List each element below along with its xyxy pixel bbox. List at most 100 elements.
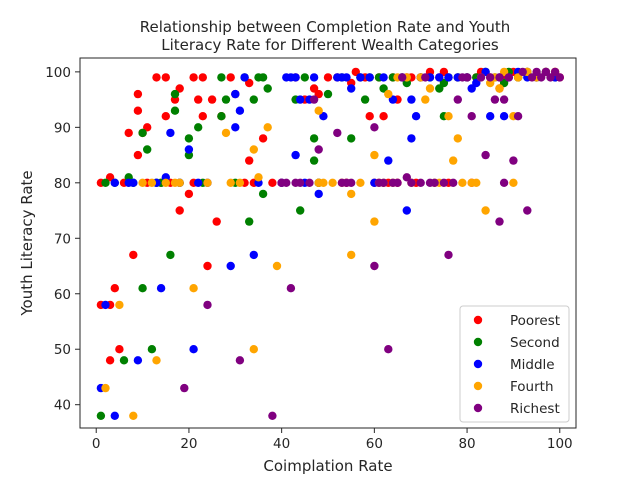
data-point-middle-19 <box>235 106 245 115</box>
legend-box <box>459 305 570 423</box>
data-point-poorest-28 <box>198 112 207 121</box>
data-point-richest-30 <box>439 178 449 187</box>
data-point-richest-38 <box>481 150 490 160</box>
data-point-middle-10 <box>166 128 175 138</box>
chart-title-line1: Relationship between Completion Rate and… <box>140 18 511 36</box>
data-point-poorest-9 <box>129 250 138 260</box>
data-point-middle-51 <box>435 73 444 82</box>
data-point-middle-8 <box>156 284 166 293</box>
data-point-second-18 <box>194 123 203 132</box>
data-point-poorest-52 <box>351 67 360 77</box>
data-point-poorest-23 <box>175 206 184 215</box>
data-point-richest-36 <box>467 112 476 121</box>
data-point-middle-45 <box>402 206 411 215</box>
data-point-middle-12 <box>184 145 194 154</box>
data-point-middle-16 <box>226 261 235 271</box>
data-point-poorest-12 <box>133 89 143 99</box>
chart-title-line2: Literacy Rate for Different Wealth Categ… <box>161 36 499 54</box>
data-point-poorest-29 <box>198 73 207 82</box>
data-point-poorest-10 <box>133 150 143 160</box>
data-point-richest-53 <box>541 67 551 77</box>
data-point-second-14 <box>170 106 180 115</box>
data-point-second-17 <box>184 134 194 143</box>
data-point-richest-50 <box>527 73 537 82</box>
data-point-second-41 <box>360 95 370 104</box>
data-point-poorest-40 <box>258 134 268 143</box>
data-point-richest-31 <box>444 250 453 260</box>
axes-layer <box>79 57 577 429</box>
data-point-richest-40 <box>490 95 500 104</box>
data-point-richest-3 <box>268 411 277 420</box>
data-point-fourth-37 <box>421 95 430 104</box>
data-point-richest-24 <box>402 173 411 182</box>
y-axis-label: Youth Literacy Rate <box>18 170 36 316</box>
data-point-second-21 <box>217 73 226 82</box>
data-point-fourth-4 <box>147 178 157 187</box>
data-point-richest-44 <box>499 95 509 104</box>
data-point-poorest-68 <box>439 67 449 77</box>
data-point-richest-54 <box>546 73 555 82</box>
data-point-fourth-52 <box>499 67 509 77</box>
data-point-middle-43 <box>388 95 398 104</box>
y-tick-label-60: 60 <box>54 287 71 303</box>
data-point-poorest-22 <box>175 84 184 93</box>
legend-items: Poorest Second Middle Fourth Richest <box>473 313 560 417</box>
legend-marker-richest <box>473 403 483 413</box>
data-point-richest-0 <box>180 383 189 393</box>
data-point-poorest-34 <box>226 73 235 82</box>
data-point-richest-45 <box>504 73 513 82</box>
data-point-richest-5 <box>282 178 291 187</box>
data-point-fourth-27 <box>370 217 379 226</box>
data-point-second-8 <box>143 145 152 154</box>
data-point-poorest-24 <box>184 189 194 199</box>
data-point-fourth-8 <box>175 178 184 187</box>
data-point-poorest-32 <box>212 217 221 226</box>
x-tick-label-80: 80 <box>458 436 475 452</box>
data-point-middle-18 <box>231 89 240 99</box>
y-tick-label-100: 100 <box>45 65 71 81</box>
data-point-fourth-22 <box>328 178 337 187</box>
data-point-second-12 <box>166 250 175 260</box>
data-point-poorest-8 <box>124 128 133 138</box>
data-point-middle-1 <box>101 300 110 310</box>
data-point-poorest-3 <box>105 173 115 182</box>
data-point-fourth-24 <box>347 250 356 260</box>
data-point-fourth-42 <box>449 156 458 165</box>
data-point-poorest-19 <box>161 112 170 121</box>
data-point-middle-28 <box>296 95 305 104</box>
data-point-richest-49 <box>523 206 532 215</box>
data-point-middle-48 <box>411 112 421 121</box>
data-point-second-22 <box>221 95 231 104</box>
y-tick-label-90: 90 <box>54 120 71 136</box>
data-point-poorest-18 <box>161 73 170 82</box>
data-point-second-30 <box>263 84 272 93</box>
plot-frame <box>79 57 577 429</box>
data-point-fourth-16 <box>254 173 263 182</box>
data-point-richest-11 <box>314 145 323 154</box>
data-point-fourth-21 <box>319 178 328 187</box>
data-point-middle-36 <box>342 73 351 82</box>
data-point-middle-2 <box>110 411 120 420</box>
y-tick-label-40: 40 <box>54 398 71 414</box>
data-point-middle-33 <box>319 112 328 121</box>
data-point-fourth-14 <box>249 345 258 354</box>
data-point-fourth-51 <box>495 84 504 93</box>
data-point-richest-12 <box>333 128 342 138</box>
data-point-richest-41 <box>495 73 504 82</box>
data-point-second-9 <box>147 345 157 354</box>
data-point-richest-37 <box>476 73 486 82</box>
data-point-richest-52 <box>537 73 546 82</box>
data-point-poorest-15 <box>143 123 152 132</box>
data-point-middle-20 <box>240 73 249 82</box>
data-point-poorest-48 <box>323 73 333 82</box>
data-point-middle-32 <box>314 189 323 199</box>
legend-marker-fourth <box>473 381 483 391</box>
y-tick-label-50: 50 <box>54 342 71 358</box>
data-point-middle-3 <box>110 178 120 187</box>
data-point-fourth-44 <box>458 178 467 187</box>
data-point-middle-46 <box>407 95 416 104</box>
data-point-poorest-30 <box>203 261 212 271</box>
data-point-fourth-26 <box>356 178 365 187</box>
data-point-fourth-31 <box>384 89 393 99</box>
